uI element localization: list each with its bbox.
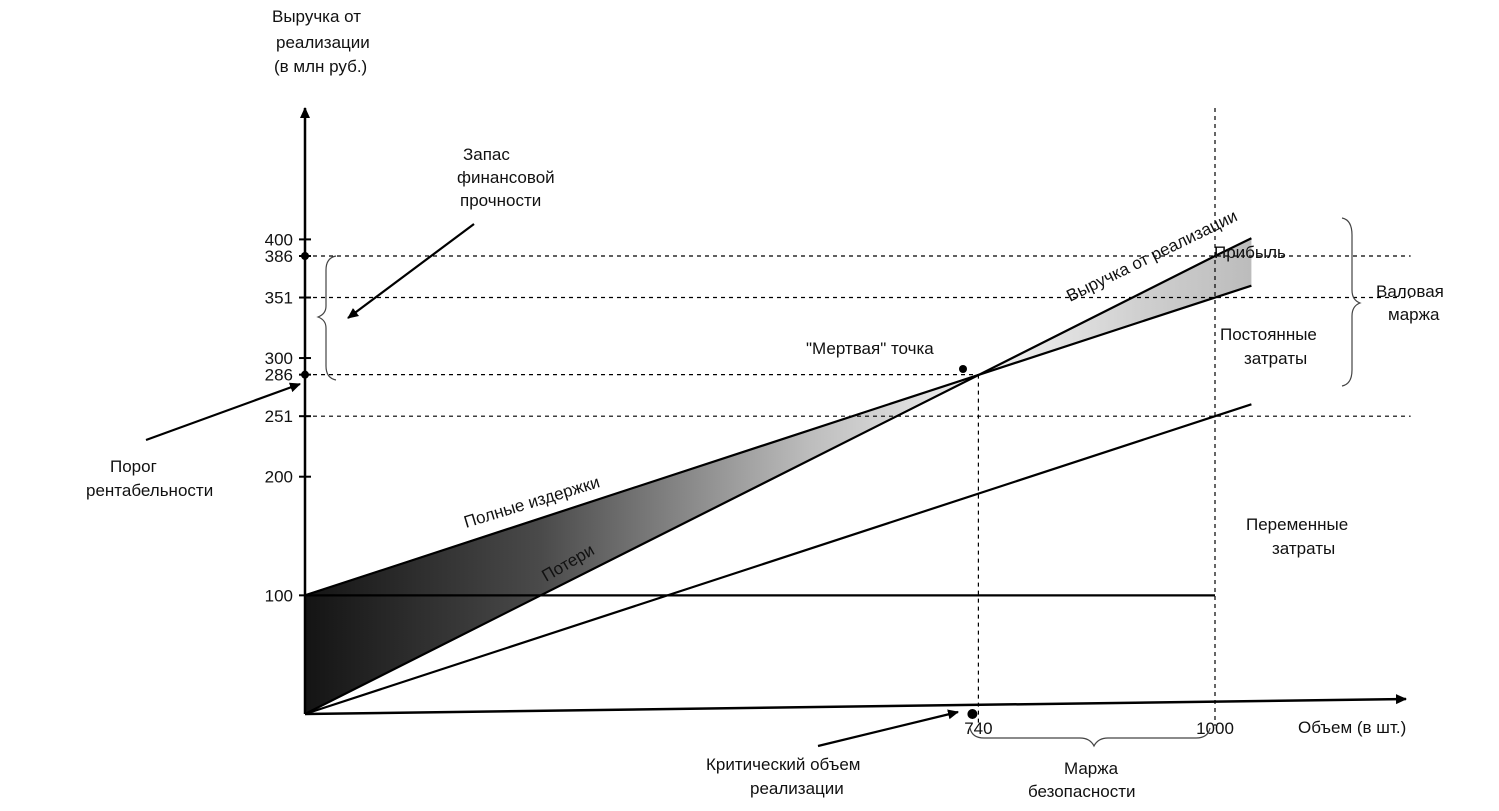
gross-margin-brace (1341, 217, 1362, 387)
y-tick-label-300: 300 (265, 349, 293, 368)
critical-volume-label-2: реализации (750, 779, 844, 798)
guide-lines (305, 108, 1411, 726)
gross-margin-label-1: Валовая (1376, 282, 1444, 301)
y-axis-label-2: реализации (276, 33, 370, 52)
profitability-threshold-label-1: Порог (110, 457, 157, 476)
y-marker-286 (301, 370, 309, 379)
financial-strength-brace (316, 255, 337, 381)
critical-volume-arrow (817, 709, 959, 748)
break-even-label: "Мертвая" точка (806, 339, 934, 358)
series-label-variable-2: затраты (1272, 539, 1335, 558)
safety-margin-label-2: безопасности (1028, 782, 1135, 801)
y-tick-label-200: 200 (265, 468, 293, 487)
financial-strength-label-2: финансовой (457, 168, 555, 187)
y-marker-386 (301, 252, 309, 260)
y-tick-label-351: 351 (265, 289, 293, 308)
profitability-threshold-arrow (145, 382, 301, 442)
y-tick-label-251: 251 (265, 407, 293, 426)
y-axis-label-1: Выручка от (272, 7, 361, 26)
profitability-threshold-label-2: рентабельности (86, 481, 213, 500)
x-marker-740 (967, 709, 978, 719)
y-tick-label-286: 286 (265, 366, 293, 385)
safety-margin-label-1: Маржа (1064, 759, 1119, 778)
variable-costs-line (304, 403, 1252, 716)
y-tick-label-386: 386 (265, 247, 293, 266)
y-tick-label-400: 400 (265, 230, 293, 249)
x-tick-label-1000: 1000 (1196, 719, 1234, 738)
series-label-variable-1: Переменные (1246, 515, 1348, 534)
profit-label: Прибыль (1214, 243, 1286, 262)
safety-margin-brace (969, 727, 1211, 748)
series-label-fixed-1: Постоянные (1220, 325, 1317, 344)
financial-strength-label-3: прочности (460, 191, 541, 210)
series-label-fixed-2: затраты (1244, 349, 1307, 368)
financial-strength-label-1: Запас (463, 145, 510, 164)
gross-margin-label-2: маржа (1388, 305, 1440, 324)
break-even-point (959, 365, 967, 373)
critical-volume-label-1: Критический объем (706, 755, 861, 774)
financial-strength-arrow (347, 223, 475, 319)
y-tick-label-100: 100 (265, 586, 293, 605)
x-tick-label-740: 740 (964, 719, 992, 738)
x-axis-label: Объем (в шт.) (1298, 718, 1406, 737)
y-axis-label-3: (в млн руб.) (274, 57, 367, 76)
series-lines (304, 237, 1252, 716)
x-ticks: 740 1000 (964, 709, 1234, 738)
x-axis (304, 694, 1407, 716)
revenue-line (304, 237, 1252, 715)
total-costs-line (304, 284, 1252, 597)
